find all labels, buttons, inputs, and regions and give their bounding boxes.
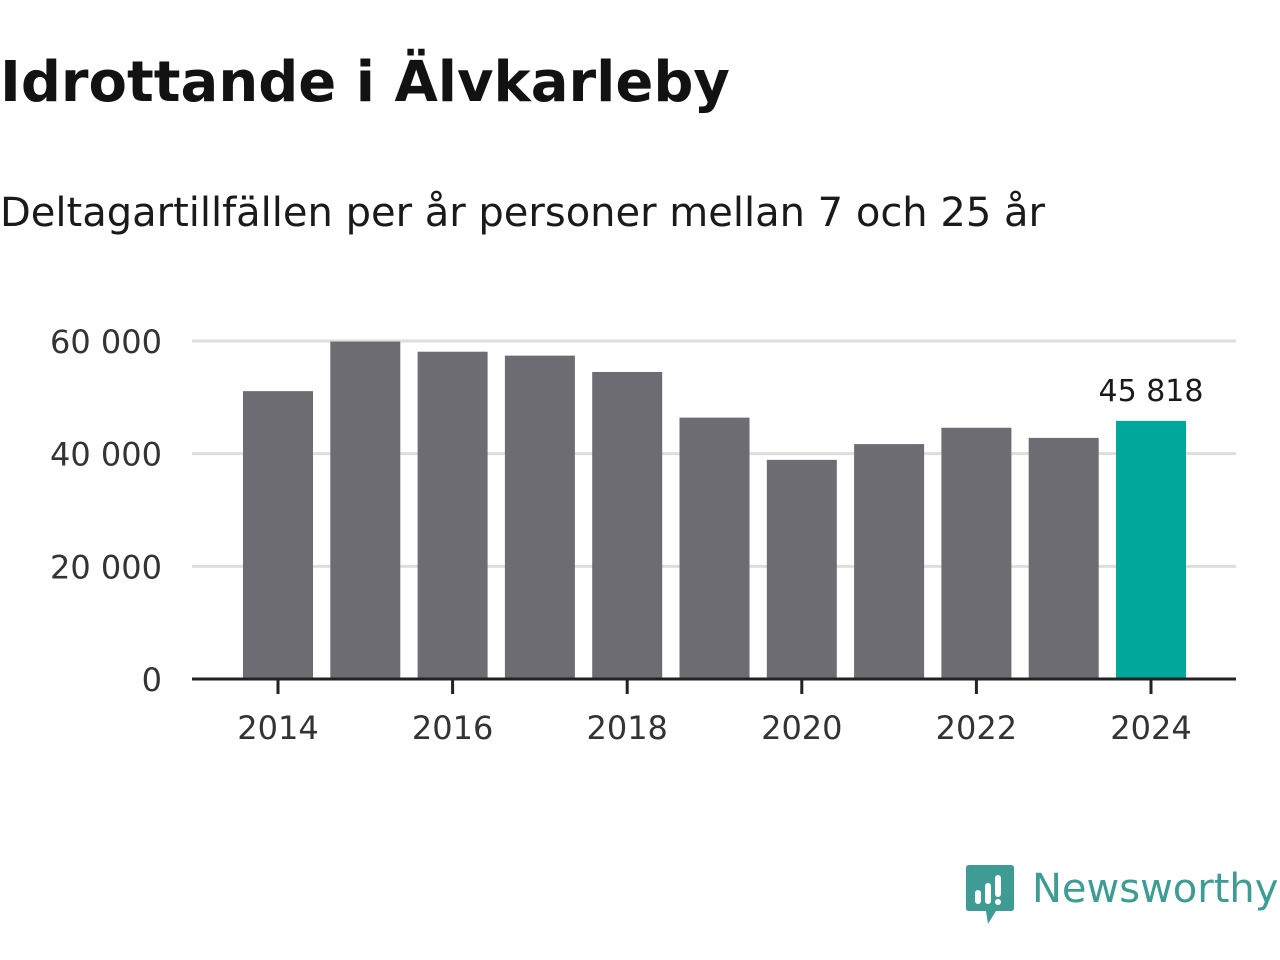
bar-2020	[766, 459, 837, 679]
bar-2019	[679, 417, 750, 679]
x-tick-label: 2024	[1110, 709, 1191, 747]
bar-2017	[504, 355, 575, 679]
bar-2023	[1028, 437, 1099, 679]
chart-subtitle: Deltagartillfällen per år personer mella…	[0, 190, 1045, 236]
x-tick-label: 2016	[412, 709, 493, 747]
data-labels: 45 818	[1099, 374, 1204, 409]
brand-name: Newsworthy	[1032, 866, 1279, 912]
y-tick-label: 20 000	[50, 548, 162, 586]
y-tick-label: 0	[142, 661, 162, 699]
bar-2024	[1116, 420, 1186, 679]
x-tick-label: 2018	[586, 709, 667, 747]
newsworthy-logo-icon	[966, 865, 1014, 924]
brand-logo: Newsworthy	[964, 862, 1278, 928]
bar-chart: 0 20 000 40 000 60 000 2014 2016 2018 2020 2022…	[50, 323, 1236, 747]
bar-2014	[243, 391, 313, 679]
x-axis	[192, 677, 1236, 694]
y-tick-label: 60 000	[50, 323, 162, 361]
y-tick-label: 40 000	[50, 436, 162, 474]
chart-title: Idrottande i Älvkarleby	[0, 50, 730, 115]
highlight-value-label: 45 818	[1099, 374, 1204, 409]
bar-2021	[854, 444, 925, 679]
x-tick-label: 2014	[237, 709, 318, 747]
x-tick-label: 2020	[761, 709, 842, 747]
bars	[243, 341, 1186, 679]
bar-2018	[592, 371, 663, 679]
x-axis-labels: 2014 2016 2018 2020 2022 2024	[237, 709, 1191, 747]
x-tick-label: 2022	[936, 709, 1017, 747]
bar-2022	[941, 427, 1012, 679]
bar-2016	[417, 351, 488, 679]
y-axis-labels: 0 20 000 40 000 60 000	[50, 323, 162, 699]
bar-2015	[330, 341, 401, 679]
